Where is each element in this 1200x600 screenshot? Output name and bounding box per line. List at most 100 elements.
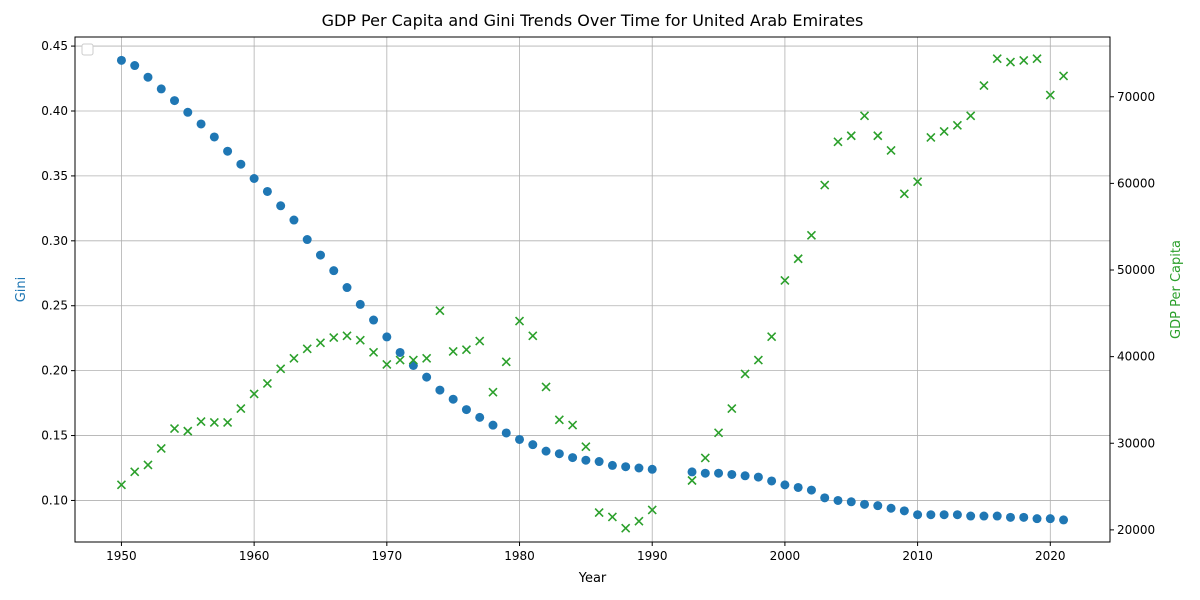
gdp-point (236, 404, 246, 414)
x-tick-label: 2010 (902, 549, 933, 563)
gdp-point (488, 387, 498, 397)
gini-point (806, 485, 816, 495)
gdp-point (501, 357, 511, 367)
gdp-point (700, 453, 710, 463)
gdp-point (435, 306, 445, 316)
gdp-point (1005, 57, 1016, 67)
gdp-point (448, 346, 458, 356)
gini-point (568, 453, 578, 463)
gdp-point (913, 177, 923, 187)
gdp-point (833, 137, 843, 147)
gdp-point (740, 369, 750, 379)
gdp-point (329, 333, 339, 343)
gini-point (1005, 512, 1015, 522)
gdp-point (568, 420, 578, 430)
gdp-point (966, 111, 976, 121)
left-y-tick-label: 0.45 (41, 39, 68, 53)
x-tick-label: 2000 (770, 549, 801, 563)
gdp-point (223, 417, 233, 428)
left-y-axis-ticks: 0.10 0.15 0.20 0.25 0.30 0.35 0.40 0.45 (41, 39, 75, 507)
gini-point (382, 332, 392, 342)
gdp-point (554, 415, 564, 425)
gini-point (422, 372, 432, 382)
gdp-point (276, 364, 286, 374)
gini-point (767, 476, 777, 486)
gdp-point (607, 512, 617, 522)
gini-point (621, 462, 631, 472)
gini-point (355, 299, 365, 309)
left-y-tick-label: 0.25 (41, 299, 68, 313)
left-y-tick-label: 0.40 (41, 104, 68, 118)
gini-point (607, 460, 617, 470)
gini-point (939, 510, 949, 520)
gdp-point (209, 417, 219, 428)
gdp-point (355, 335, 365, 345)
gini-point (315, 250, 325, 260)
gdp-point (820, 180, 830, 190)
gini-point (461, 405, 471, 415)
gini-point (209, 132, 219, 142)
gini-point (196, 119, 206, 129)
gini-point (740, 471, 750, 481)
gdp-point (713, 428, 724, 438)
gini-point (156, 84, 166, 94)
gini-point (714, 468, 724, 478)
gdp-point (541, 382, 551, 392)
gdp-point (581, 442, 591, 452)
gdp-point (1045, 90, 1055, 100)
gini-point (780, 480, 790, 490)
gdp-point (143, 460, 153, 470)
gdp-point (196, 417, 206, 427)
gini-point (170, 96, 180, 106)
gdp-point (873, 131, 883, 141)
gini-point (276, 201, 286, 211)
x-tick-label: 1950 (106, 549, 137, 563)
left-y-tick-label: 0.35 (41, 169, 68, 183)
gdp-point (979, 80, 989, 91)
gdp-point (156, 443, 166, 454)
gini-point (992, 511, 1002, 521)
right-y-tick-label: 60000 (1117, 176, 1155, 190)
gini-point (1059, 515, 1069, 525)
right-y-axis-ticks: 20000 30000 40000 50000 60000 70000 (1110, 90, 1155, 537)
gini-point (528, 440, 538, 450)
left-y-tick-label: 0.20 (41, 364, 68, 378)
gdp-point (621, 523, 631, 533)
x-tick-label: 1980 (504, 549, 535, 563)
legend (81, 43, 94, 56)
plot-frame (74, 36, 1111, 543)
gini-point (966, 511, 976, 521)
gini-point (820, 493, 830, 503)
gini-point (515, 434, 525, 444)
gini-point (886, 503, 896, 513)
gdp-point (952, 120, 962, 130)
gini-point (249, 174, 259, 184)
x-tick-label: 1990 (637, 549, 668, 563)
grid (75, 37, 1110, 542)
gdp-point (528, 331, 538, 341)
gini-point (223, 146, 233, 156)
gini-point (369, 315, 379, 325)
gini-point (926, 510, 936, 520)
gini-point (395, 347, 405, 357)
gini-point (501, 428, 511, 438)
gini-point (143, 72, 153, 82)
gini-point (634, 463, 644, 473)
gdp-point (262, 378, 272, 389)
left-y-tick-label: 0.10 (41, 493, 68, 507)
gdp-point (753, 355, 763, 365)
gdp-point (992, 54, 1002, 64)
gdp-point (382, 359, 392, 369)
right-y-tick-label: 30000 (1117, 436, 1155, 450)
gini-point (302, 235, 312, 245)
gdp-point (302, 344, 312, 354)
gdp-point (475, 336, 485, 346)
gdp-point (249, 389, 259, 399)
gdp-point (780, 275, 790, 285)
gini-point (488, 420, 498, 430)
gdp-point (514, 316, 525, 326)
gini-point (727, 469, 737, 479)
gdp-point (395, 355, 405, 365)
gdp-point (939, 126, 949, 136)
right-y-tick-label: 50000 (1117, 263, 1155, 277)
